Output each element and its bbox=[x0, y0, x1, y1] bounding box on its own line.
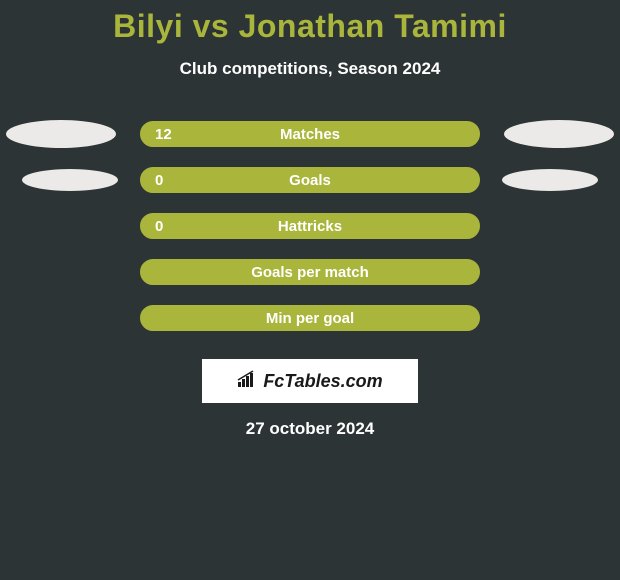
page-title: Bilyi vs Jonathan Tamimi bbox=[0, 0, 620, 45]
stat-bar: 12Matches bbox=[140, 121, 480, 147]
stat-value-left: 0 bbox=[155, 172, 163, 189]
logo-text: FcTables.com bbox=[263, 371, 382, 392]
stat-bar: 0Hattricks bbox=[140, 213, 480, 239]
stat-row: 12Matches bbox=[0, 111, 620, 157]
stat-row: 0Hattricks bbox=[0, 203, 620, 249]
stat-label: Min per goal bbox=[141, 310, 479, 327]
stat-label: Goals per match bbox=[141, 264, 479, 281]
subtitle: Club competitions, Season 2024 bbox=[0, 59, 620, 79]
stat-bar: Min per goal bbox=[140, 305, 480, 331]
date-label: 27 october 2024 bbox=[0, 419, 620, 439]
bar-chart-icon bbox=[237, 370, 259, 393]
stat-label: Matches bbox=[141, 126, 479, 143]
stat-value-left: 0 bbox=[155, 218, 163, 235]
logo: FcTables.com bbox=[237, 370, 382, 393]
player-left-oval bbox=[6, 120, 116, 148]
player-left-oval bbox=[22, 169, 118, 191]
stat-label: Hattricks bbox=[141, 218, 479, 235]
stat-rows: 12Matches0Goals0HattricksGoals per match… bbox=[0, 111, 620, 341]
player-right-oval bbox=[504, 120, 614, 148]
stat-value-left: 12 bbox=[155, 126, 172, 143]
stat-bar: Goals per match bbox=[140, 259, 480, 285]
stat-row: Min per goal bbox=[0, 295, 620, 341]
stat-bar: 0Goals bbox=[140, 167, 480, 193]
stat-row: 0Goals bbox=[0, 157, 620, 203]
stat-row: Goals per match bbox=[0, 249, 620, 295]
logo-box: FcTables.com bbox=[202, 359, 418, 403]
stat-label: Goals bbox=[141, 172, 479, 189]
player-right-oval bbox=[502, 169, 598, 191]
